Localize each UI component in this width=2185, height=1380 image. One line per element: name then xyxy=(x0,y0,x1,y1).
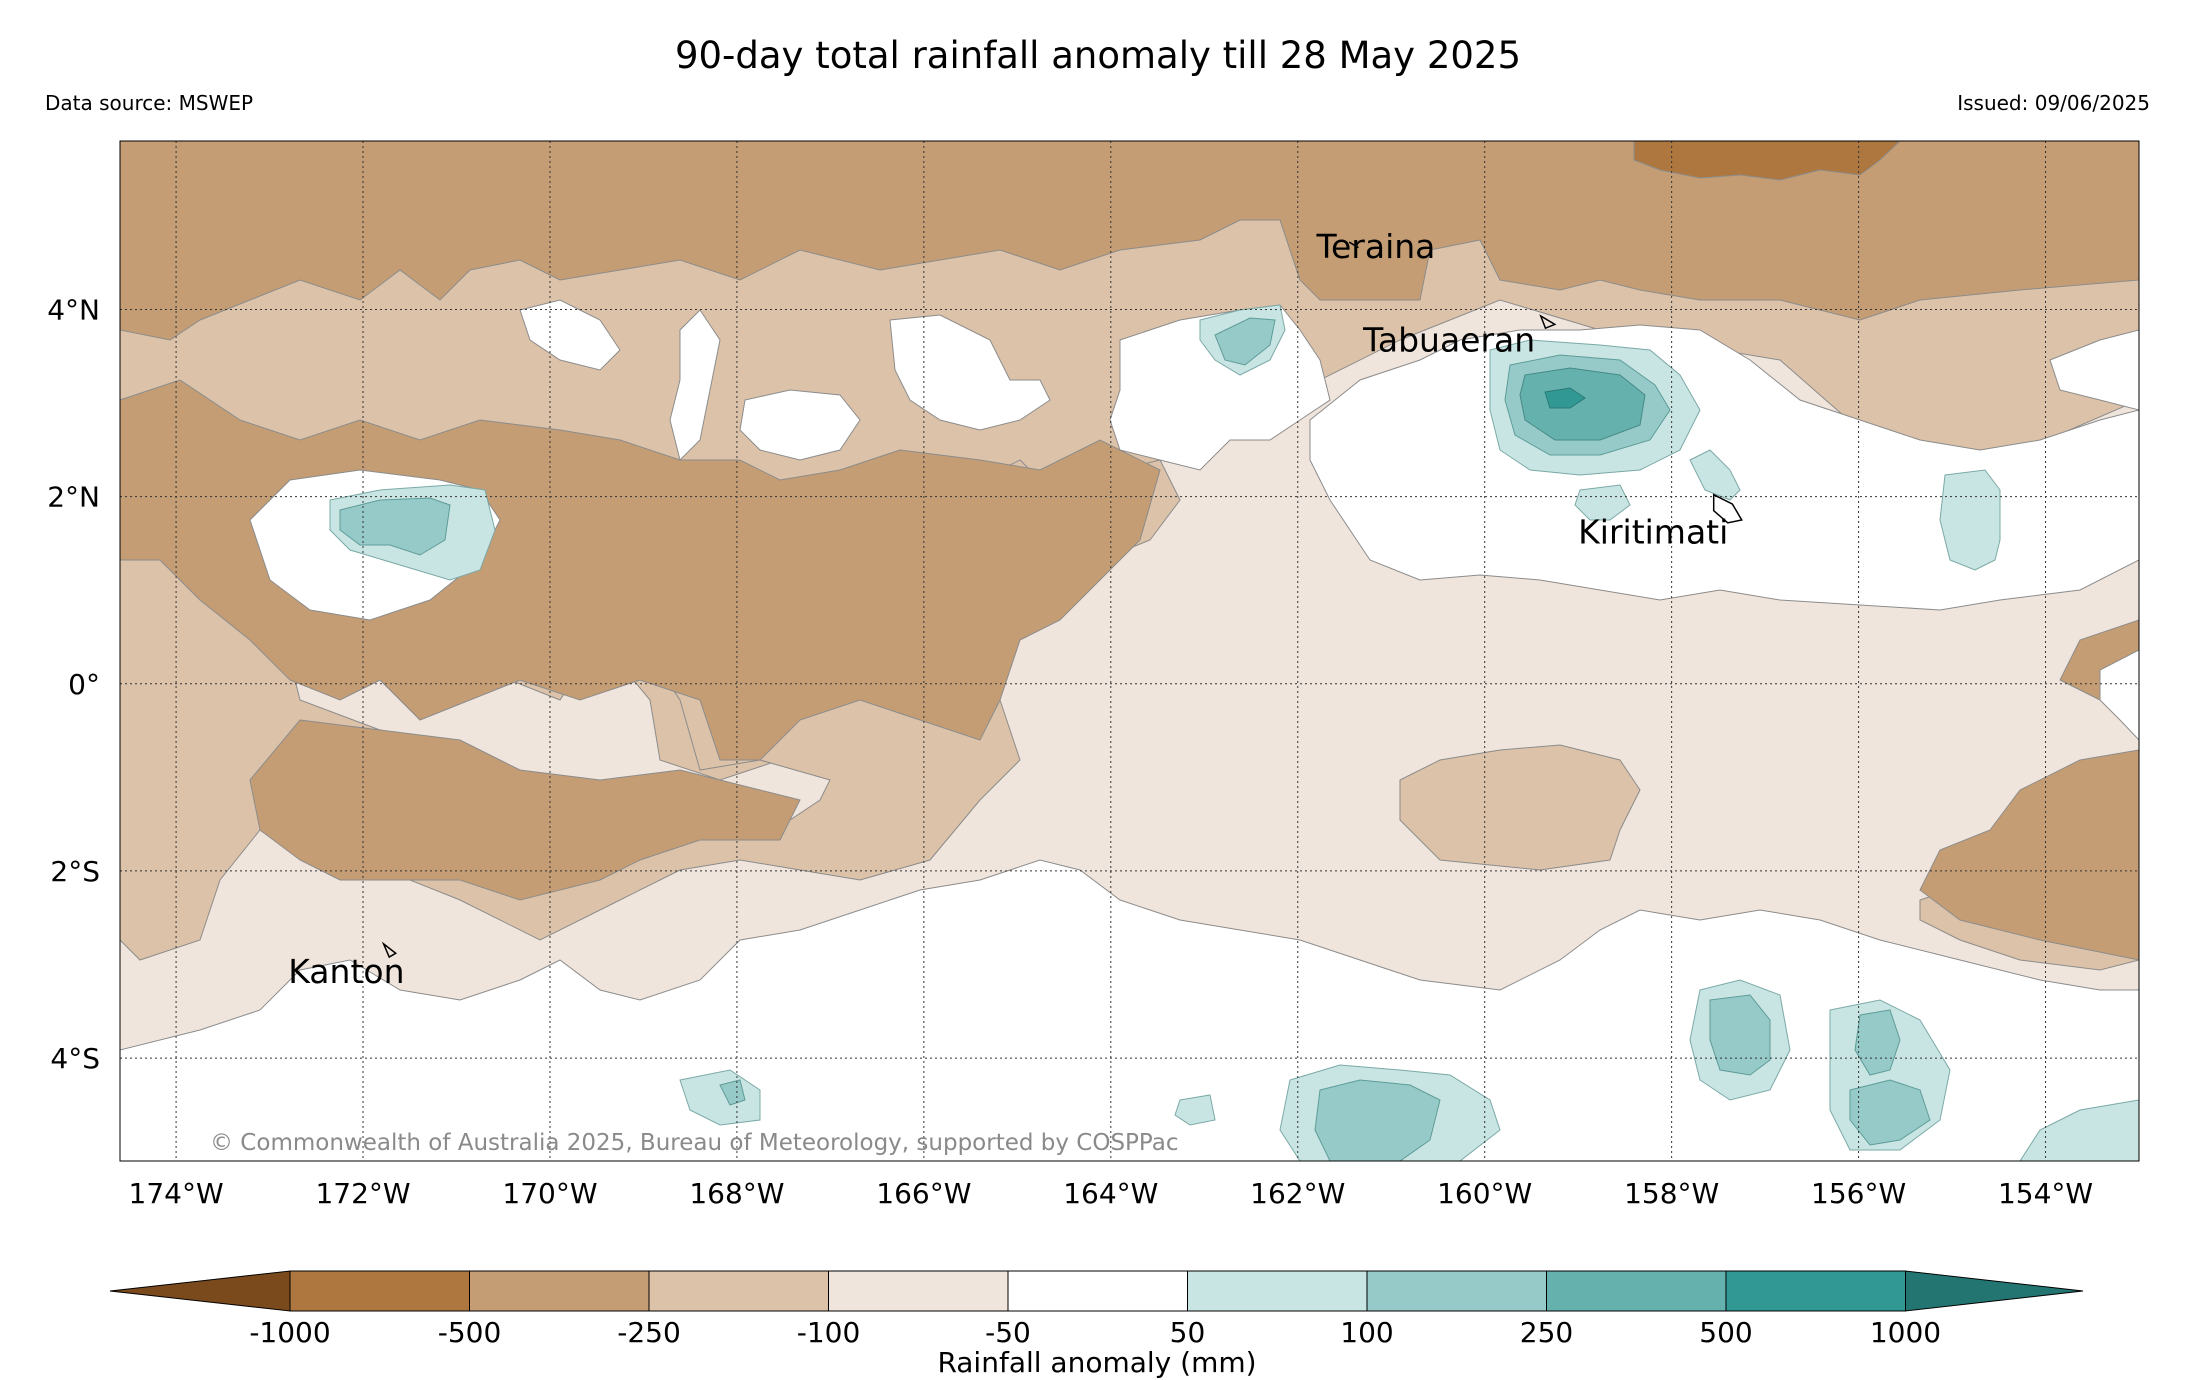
latitude-axis: 4°N 2°N 0° 2°S 4°S xyxy=(47,293,100,1075)
copyright-notice: © Commonwealth of Australia 2025, Bureau… xyxy=(210,1130,1179,1156)
longitude-tick-label: 164°W xyxy=(1063,1177,1158,1210)
longitude-tick-label: 158°W xyxy=(1624,1177,1719,1210)
colorbar-tick-label: 1000 xyxy=(1870,1316,1941,1349)
map-frame xyxy=(119,140,2140,1162)
colorbar-tick-labels: -1000 -500 -250 -100 -50 50 100 250 500 1000 xyxy=(249,1316,1941,1349)
longitude-tick-label: 154°W xyxy=(1998,1177,2093,1210)
colorbar-swatch xyxy=(828,1270,1009,1312)
place-label: Tabuaeran xyxy=(1362,321,1535,360)
island-outline xyxy=(381,941,398,959)
map-plot-area: Teraina Tabuaeran Kiritimati Kanton © Commo… xyxy=(119,140,2140,1162)
data-source-label: Data source: MSWEP xyxy=(45,91,253,115)
island-outline xyxy=(1539,314,1557,330)
colorbar-swatch xyxy=(1007,1270,1188,1312)
colorbar-label: Rainfall anomaly (mm) xyxy=(937,1346,1256,1379)
colorbar-swatch xyxy=(648,1270,829,1312)
place-label: Kanton xyxy=(288,952,404,991)
colorbar-swatch xyxy=(469,1270,650,1312)
colorbar-tick-label: 100 xyxy=(1340,1316,1393,1349)
longitude-tick-label: 166°W xyxy=(876,1177,971,1210)
issued-date-label: Issued: 09/06/2025 xyxy=(1957,91,2150,115)
colorbar-tick-label: 50 xyxy=(1170,1316,1206,1349)
colorbar-tick-label: -100 xyxy=(797,1316,861,1349)
colorbar-legend xyxy=(109,1270,2084,1312)
longitude-tick-label: 162°W xyxy=(1250,1177,1345,1210)
colorbar-tick-label: 500 xyxy=(1699,1316,1752,1349)
colorbar-swatch xyxy=(1725,1270,1906,1312)
colorbar-swatch xyxy=(1187,1270,1368,1312)
colorbar-swatch xyxy=(1366,1270,1547,1312)
colorbar-swatch xyxy=(1546,1270,1727,1312)
longitude-tick-label: 172°W xyxy=(315,1177,410,1210)
longitude-tick-label: 174°W xyxy=(129,1177,224,1210)
colorbar-tick-label: 250 xyxy=(1520,1316,1573,1349)
colorbar-tick-label: -50 xyxy=(985,1316,1031,1349)
longitude-axis: 174°W 172°W 170°W 168°W 166°W 164°W 162°W 160°W… xyxy=(129,1177,2094,1210)
island-outline xyxy=(1712,493,1743,524)
longitude-tick-label: 168°W xyxy=(689,1177,784,1210)
latitude-tick-label: 2°S xyxy=(50,855,100,888)
place-label: Teraina xyxy=(1315,227,1435,266)
colorbar-high-extend xyxy=(1905,1270,2084,1312)
colorbar-tick-label: -1000 xyxy=(249,1316,330,1349)
longitude-tick-label: 170°W xyxy=(502,1177,597,1210)
longitude-tick-label: 160°W xyxy=(1437,1177,1532,1210)
place-label: Kiritimati xyxy=(1578,512,1728,551)
colorbar-low-extend xyxy=(109,1270,291,1312)
longitude-tick-label: 156°W xyxy=(1811,1177,1906,1210)
figure-title: 90-day total rainfall anomaly till 28 Ma… xyxy=(675,34,1521,77)
place-labels: Teraina Tabuaeran Kiritimati Kanton xyxy=(288,227,1728,991)
anomaly-shading xyxy=(120,141,2139,1161)
latitude-tick-label: 0° xyxy=(68,668,100,701)
latitude-tick-label: 4°S xyxy=(50,1042,100,1075)
latitude-tick-label: 4°N xyxy=(47,293,100,326)
map-gridlines xyxy=(120,141,2139,1161)
latitude-tick-label: 2°N xyxy=(47,481,100,514)
island-outlines xyxy=(381,241,1743,959)
colorbar-tick-label: -500 xyxy=(438,1316,502,1349)
island-outline xyxy=(1348,241,1359,249)
colorbar-tick-label: -250 xyxy=(617,1316,681,1349)
colorbar-swatch xyxy=(289,1270,470,1312)
